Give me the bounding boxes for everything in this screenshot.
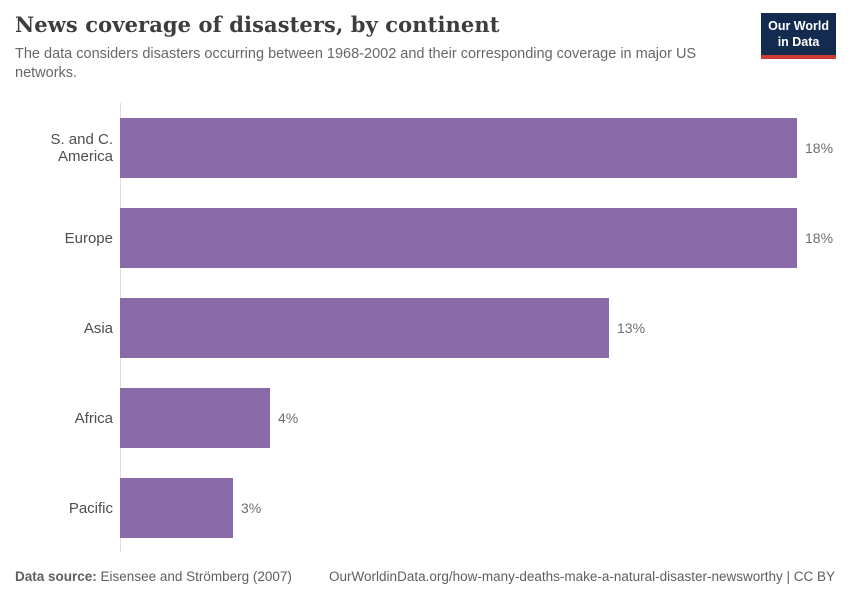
bar-rows-container: S. and C. America 18% Europe 18% Asia 13% Afri… [0,103,850,553]
data-source-label: Data source: [15,569,97,584]
bar-africa[interactable] [120,388,270,448]
value-label-africa: 4% [278,410,299,426]
chart-footer: Data source: Eisensee and Strömberg (200… [15,569,835,584]
bar-pacific[interactable] [120,478,233,538]
value-label-europe: 18% [805,230,834,246]
value-label-pacific: 3% [241,500,262,516]
bar-wrap-pacific: 3% [120,478,261,538]
bar-s-and-c-america[interactable] [120,118,797,178]
bar-wrap-s-and-c-america: 18% [120,118,833,178]
bar-row-africa: Africa 4% [0,373,850,463]
bar-europe[interactable] [120,208,797,268]
data-source: Data source: Eisensee and Strömberg (200… [15,569,292,584]
bar-row-europe: Europe 18% [0,193,850,283]
bar-wrap-africa: 4% [120,388,298,448]
bar-row-pacific: Pacific 3% [0,463,850,553]
category-label-africa: Africa [74,409,113,427]
owid-logo[interactable]: Our World in Data [761,13,836,59]
category-label-pacific: Pacific [68,499,113,517]
bar-row-asia: Asia 13% [0,283,850,373]
footer-citation-link: OurWorldinData.org/how-many-deaths-make-… [329,569,835,584]
value-label-s-and-c-america: 18% [805,140,834,156]
logo-text-line2: in Data [777,35,820,50]
value-label-asia: 13% [617,320,646,336]
category-label-asia: Asia [83,319,113,337]
data-source-value: Eisensee and Strömberg (2007) [100,569,292,584]
category-label-s-and-c-america: S. and C. America [50,131,113,165]
bar-asia[interactable] [120,298,609,358]
chart-header: News coverage of disasters, by continent… [0,0,850,83]
bar-row-s-and-c-america: S. and C. America 18% [0,103,850,193]
bar-wrap-asia: 13% [120,298,645,358]
chart-subtitle: The data considers disasters occurring b… [15,46,697,82]
category-label-europe: Europe [64,229,113,247]
logo-text-line1: Our World [768,19,829,33]
bar-wrap-europe: 18% [120,208,833,268]
chart-title: News coverage of disasters, by continent [15,12,500,37]
bar-chart: S. and C. America 18% Europe 18% Asia 13% Afri… [0,103,850,553]
